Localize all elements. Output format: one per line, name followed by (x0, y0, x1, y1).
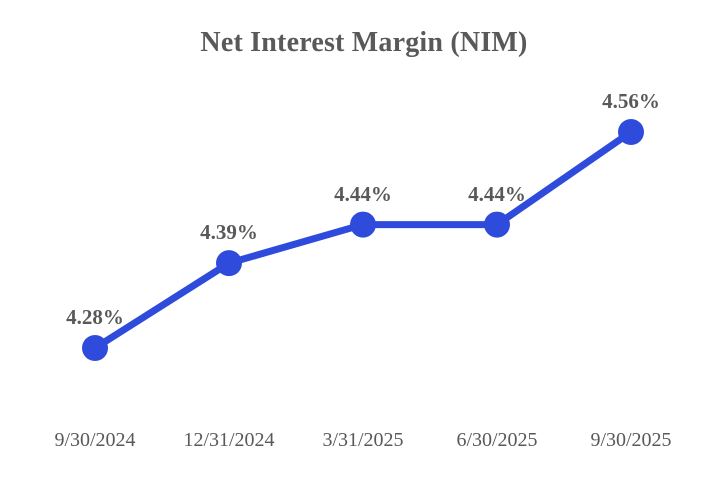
data-point-marker (82, 335, 108, 361)
data-label: 4.39% (200, 220, 258, 245)
data-point-marker (484, 211, 510, 238)
x-axis-label: 6/30/2025 (456, 429, 538, 451)
data-label: 4.44% (334, 181, 392, 206)
data-point-marker (618, 119, 644, 145)
chart-title: Net Interest Margin (NIM) (200, 27, 528, 58)
x-axis-label: 3/31/2025 (322, 429, 404, 451)
data-label: 4.44% (468, 181, 526, 206)
data-label: 4.56% (602, 89, 660, 113)
data-point-marker (216, 250, 242, 277)
x-axis-label: 9/30/2024 (54, 429, 136, 451)
data-label: 4.28% (66, 305, 124, 329)
x-axis-label: 9/30/2025 (590, 429, 672, 451)
x-axis-label: 12/31/2024 (183, 429, 275, 451)
series-line (91, 128, 635, 352)
data-point-marker (350, 211, 376, 238)
